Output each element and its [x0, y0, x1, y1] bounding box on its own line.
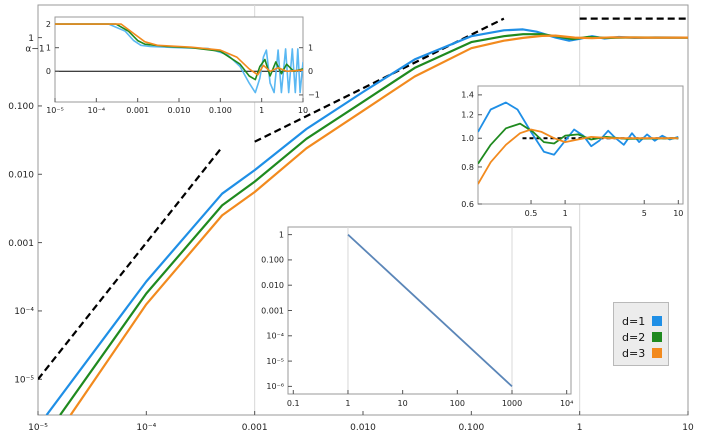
inset_alpha-frame [54, 16, 304, 103]
x-tick-label: 1 [259, 106, 264, 115]
y-tick-label: 1 [28, 34, 34, 44]
x-tick-label: 100 [450, 399, 465, 408]
y-tick-label: 0.001 [261, 306, 284, 315]
x-tick-label: 1000 [502, 399, 522, 408]
x-tick-label: 0.010 [350, 423, 376, 433]
x-tick-label: 0.1 [287, 399, 300, 408]
legend-swatch [652, 332, 662, 342]
x-tick-label: 10 [298, 106, 308, 115]
x-tick-label: 10⁻⁵ [28, 423, 48, 433]
x-tick-label: 10 [398, 399, 408, 408]
legend: d=1 d=2 d=3 [613, 302, 669, 366]
series-line-d=3 [478, 128, 679, 185]
y-tick-label: 0.6 [461, 200, 474, 209]
series-line-d=3 [69, 34, 688, 415]
x-tick-label: 10 [673, 209, 683, 218]
x-tick-label: 10⁻⁴ [88, 106, 106, 115]
inset_decay-panel: 0.1 1 10 100 1000 10⁴ 1 0.100 0.010 0.001 10⁻⁴ 10⁻⁵… [261, 226, 573, 408]
y-tick-label-right: 0 [308, 67, 313, 76]
y-tick-label: 0.100 [261, 256, 284, 265]
y-tick-label: 0.010 [261, 281, 284, 290]
legend-item: d=2 [622, 329, 662, 345]
legend-label: d=1 [622, 314, 646, 328]
x-tick-label: 0.100 [458, 423, 484, 433]
series-line-d=2 [478, 122, 679, 165]
y-tick-label-right: 1 [308, 43, 313, 52]
y-tick-label: 1.2 [461, 111, 474, 120]
x-tick-label: 0.5 [525, 209, 538, 218]
legend-swatch [652, 316, 662, 326]
x-tick-label: 10⁴ [560, 399, 573, 408]
x-tick-label: 0.001 [126, 106, 149, 115]
x-tick-label: 0.010 [168, 106, 191, 115]
y-tick-label: 10⁻⁶ [266, 382, 284, 391]
x-tick-label: 0.001 [242, 423, 268, 433]
legend-label: d=2 [622, 330, 646, 344]
y-tick-label: 10⁻⁵ [14, 375, 34, 385]
y-tick-label: 1.4 [461, 91, 474, 100]
legend-label: d=3 [622, 346, 646, 360]
x-tick-label: 1 [563, 209, 568, 218]
legend-swatch [652, 348, 662, 358]
y-tick-label: 0.010 [8, 170, 34, 180]
x-tick-label: 1 [345, 399, 350, 408]
y-axis-label: α−1 [25, 45, 44, 55]
x-tick-label: 1 [577, 423, 583, 433]
x-tick-label: 10 [682, 423, 694, 433]
reference-line [38, 146, 223, 380]
series-line-d=3 [55, 23, 303, 76]
inset_zoom-panel: 0.5 1 5 10 0.6 0.8 1.0 1.2 1.4 [461, 85, 684, 218]
y-tick-label: 0 [46, 67, 51, 76]
y-tick-label: 0.001 [8, 239, 34, 249]
y-tick-label: 2 [46, 20, 51, 29]
x-tick-label: 10⁻⁴ [136, 423, 156, 433]
y-tick-label: 10⁻⁵ [266, 357, 284, 366]
series-line-decay [347, 233, 513, 388]
y-tick-label: 10⁻⁴ [14, 307, 34, 317]
x-tick-label: 0.100 [209, 106, 232, 115]
y-tick-label: 1 [279, 230, 284, 239]
y-tick-label: 1 [46, 43, 51, 52]
y-tick-label: 1.0 [461, 134, 474, 143]
series-line-d=2 [55, 23, 303, 81]
x-tick-label: 10⁻⁵ [46, 106, 64, 115]
y-tick-label: 0.8 [461, 163, 474, 172]
x-tick-label: 5 [642, 209, 647, 218]
y-tick-label: 10⁻⁴ [266, 332, 284, 341]
legend-item: d=3 [622, 345, 662, 361]
y-tick-label: 0.100 [8, 102, 34, 112]
y-tick-label-right: −1 [308, 91, 320, 100]
legend-item: d=1 [622, 313, 662, 329]
